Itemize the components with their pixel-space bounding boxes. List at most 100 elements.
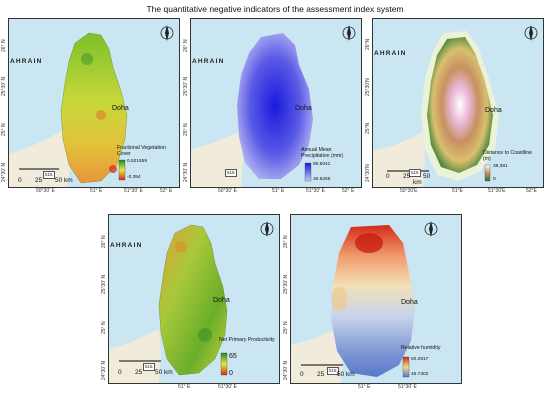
y-tick: 24°30' N [183,162,189,182]
legend-max: 39,381 [493,164,508,169]
y-tick: 25°30' N [283,274,289,294]
scale-tick-25: 25 [403,173,411,180]
mainland-area [191,131,243,187]
distance-surface [427,37,493,173]
x-tick: 51°30' E [398,384,417,390]
y-tick: 25°30' N [1,76,7,96]
legend-color-bar [118,159,126,181]
map-canvas [109,221,274,383]
x-tick: 50°30' E [218,188,237,194]
map-canvas [9,25,174,187]
legend-title: Distance to Coastline (m) [483,150,533,162]
x-tick: 50°30'E [400,188,418,194]
map-panel-distance-to-coastline: Doha 515 0 25 50 km Distance to Coastlin… [372,18,544,188]
map-panel-relative-humidity: Doha 515 0 25 50 km Relative humidity 60… [290,214,462,384]
scale-tick-0: 0 [118,369,122,376]
page-title: The quantitative negative indicators of … [146,4,404,14]
scale-tick-0: 0 [18,177,22,184]
x-tick: 52°E [526,188,537,194]
legend-max: 65 [229,353,237,360]
doha-label: Doha [485,107,502,114]
precipitation-surface [237,33,313,179]
scale-tick-0: 0 [300,371,304,378]
y-tick: 26° N [1,39,7,52]
y-tick: 24°30' N [1,162,7,182]
map-canvas [191,25,356,187]
legend-color-bar [484,164,491,182]
legend-color-bar [304,162,312,182]
legend-min: 0 [493,177,496,182]
y-tick: 24°30' N [283,360,289,380]
legend-min: 45.7302 [411,372,429,377]
x-tick: 51°30' E [124,188,143,194]
legend-min: 36.5255 [313,177,331,182]
doha-label: Doha [401,299,418,306]
y-tick: 25° N [101,321,107,334]
y-tick: 24°30'N [365,164,371,182]
x-tick: 51° E [272,188,285,194]
legend-max: 90.5041 [313,162,331,167]
map-canvas [291,221,438,383]
scale-tick-25: 25 [35,177,43,184]
ahrain-label: AHRAIN [110,242,143,249]
x-tick: 51°30' E [218,384,237,390]
doha-label: Doha [112,105,129,112]
scale-tick-25: 25 [317,371,325,378]
y-tick: 25° N [283,321,289,334]
y-tick: 25°N [365,122,371,134]
x-tick: 51° E [90,188,103,194]
x-tick: 51°30'E [488,188,506,194]
ahrain-label: AHRAIN [192,58,225,65]
x-tick: 52° E [342,188,355,194]
map-panel-net-primary-productivity: Doha 515 0 25 50 km Net Primary Producti… [108,214,280,384]
road-shield: 515 [225,169,237,177]
y-tick: 25°30' N [101,274,107,294]
scale-tick-50: 50 [423,173,431,180]
humidity-surface [331,225,415,377]
ahrain-label: AHRAIN [374,50,407,57]
y-tick: 25°30'N [365,78,371,96]
scale-unit: km [413,179,422,186]
y-tick: 25° N [183,123,189,136]
y-tick: 25° N [1,123,7,136]
scale-tick-50: 50 km [155,369,173,376]
legend-title: Relative humidity [401,345,441,351]
qatar-peninsula [60,32,128,184]
x-tick: 51°E [452,188,463,194]
scale-tick-25: 25 [135,369,143,376]
x-tick: 50°30' E [36,188,55,194]
map-panel-fractional-vegetation-cover: Doha 515 0 25 50 km Fractional Vegetatio… [8,18,180,188]
doha-label: Doha [213,297,230,304]
legend-max: 60.2917 [411,357,429,362]
road-shield: 515 [327,367,339,375]
road-shield: 515 [143,363,155,371]
legend-color-bar [220,352,228,376]
legend-max: 0.521559 [127,159,148,164]
x-tick: 51°30' E [306,188,325,194]
road-shield: 515 [409,169,421,177]
scale-tick-50: 50 km [55,177,73,184]
x-tick: 52° E [160,188,173,194]
scale-tick-0: 0 [386,173,390,180]
road-shield: 515 [43,171,55,179]
legend-min: 0 [229,370,233,377]
x-tick: 51° E [178,384,191,390]
y-tick: 26° N [101,235,107,248]
doha-label: Doha [295,105,312,112]
legend-title: Fractional Vegetation Cover [117,145,166,157]
scale-tick-50: 50 km [337,371,355,378]
ahrain-label: AHRAIN [10,58,43,65]
y-tick: 25°30' N [183,76,189,96]
legend-min: -0.354 [127,175,141,180]
x-tick: 51° E [358,384,371,390]
legend-color-bar [402,356,410,378]
y-tick: 26° N [283,235,289,248]
y-tick: 26° N [183,39,189,52]
mainland-area [9,131,71,187]
y-tick: 26°N [365,38,371,50]
map-canvas [373,25,538,187]
y-tick: 24°30' N [101,360,107,380]
map-panel-annual-mean-precipitation: Doha 515 Annual Mean Precipitation (mm) … [190,18,362,188]
legend-title: Annual Mean Precipitation (mm) [301,147,344,159]
legend-title: Net Primary Productivity [219,337,275,343]
